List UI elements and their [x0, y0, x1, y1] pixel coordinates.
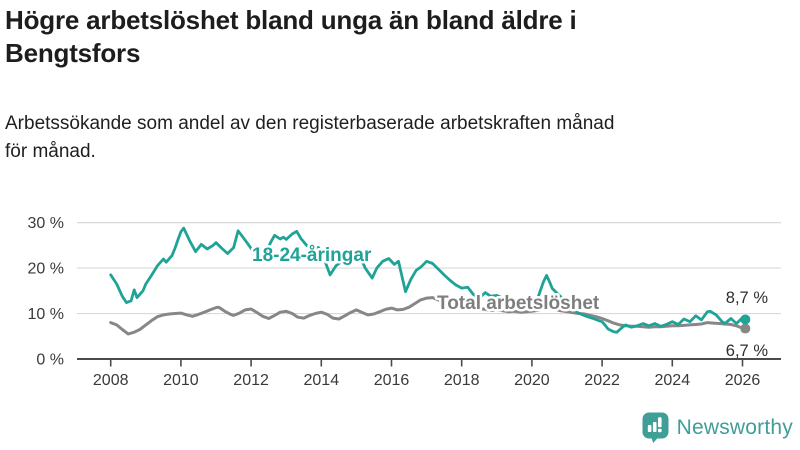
- x-axis-label-2014: 2014: [304, 372, 340, 389]
- y-axis-label-20: 20 %: [28, 261, 64, 278]
- chart-subtitle-line2: för månad.: [5, 141, 96, 162]
- chart-subtitle-line1: Arbetssökande som andel av den registerb…: [5, 113, 615, 134]
- y-axis-label-30: 30 %: [28, 215, 64, 232]
- x-axis-label-2026: 2026: [725, 372, 761, 389]
- end-value-label-total: 6,7 %: [726, 342, 769, 360]
- x-axis-label-2022: 2022: [584, 372, 620, 389]
- series-label-young: 18-24-åringar: [252, 245, 372, 266]
- y-axis-label-0: 0 %: [36, 352, 64, 369]
- newsworthy-logo-icon: [642, 412, 669, 443]
- series-label-total: Total arbetslöshet: [437, 293, 600, 314]
- end-value-label-young: 8,7 %: [726, 289, 769, 307]
- logo-exclamation-dot: [657, 428, 662, 433]
- unemployment-line-chart: 2008 2010 2012 2014 2016 2018 2020 2022 2024 2026…: [28, 215, 781, 389]
- x-axis-label-2010: 2010: [163, 372, 199, 389]
- series-end-dot-young: [740, 314, 751, 325]
- logo-bar-short: [647, 425, 652, 432]
- x-axis-label-2024: 2024: [655, 372, 691, 389]
- page-title-line2: Bengtsfors: [5, 38, 141, 68]
- x-axis-label-2020: 2020: [514, 372, 550, 389]
- series-line-young: [109, 226, 747, 334]
- series-line-total: [109, 296, 747, 336]
- x-axis-label-2018: 2018: [444, 372, 480, 389]
- x-axis-label-2016: 2016: [374, 372, 410, 389]
- series-end-dot-total: [740, 323, 751, 334]
- logo-exclamation-bar: [657, 417, 662, 428]
- chart-subtitle: Arbetssökande som andel av den registerb…: [5, 110, 795, 166]
- newsworthy-wordmark: Newsworthy: [676, 415, 793, 439]
- logo-bar-tall: [652, 422, 657, 432]
- newsworthy-branding[interactable]: Newsworthy: [642, 412, 793, 443]
- page-title-line1: Högre arbetslöshet bland unga än bland ä…: [5, 5, 577, 35]
- x-axis-label-2008: 2008: [93, 372, 129, 389]
- page-title: Högre arbetslöshet bland unga än bland ä…: [5, 4, 795, 70]
- y-axis-label-10: 10 %: [28, 306, 64, 323]
- x-axis-label-2012: 2012: [233, 372, 269, 389]
